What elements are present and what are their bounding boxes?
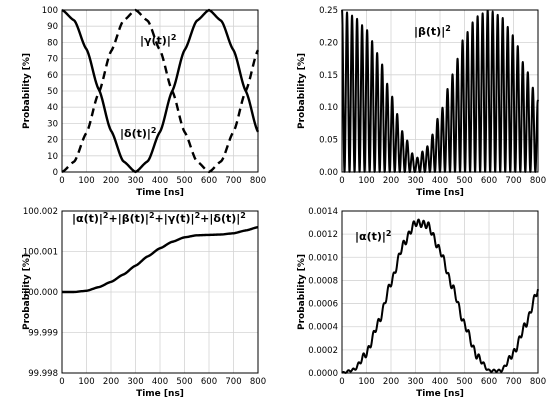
- y-tick-label: 100.001: [23, 248, 58, 258]
- x-tick-label: 400: [152, 377, 168, 387]
- x-tick-label: 200: [103, 176, 119, 186]
- x-tick-label: 700: [505, 176, 521, 186]
- x-tick-label: 800: [530, 377, 546, 387]
- x-tick-label: 0: [339, 377, 344, 387]
- grid-lines: [341, 210, 539, 374]
- y-tick-label: 0.0000: [308, 369, 338, 379]
- x-tick-label: 100: [78, 176, 94, 186]
- y-tick-label: 70: [47, 55, 58, 65]
- y-tick-label: 99.998: [28, 369, 58, 379]
- x-tick-label: 100: [358, 176, 374, 186]
- y-tick-label: 100.000: [23, 288, 58, 298]
- x-tick-label: 500: [456, 377, 472, 387]
- x-tick-label: 0: [59, 377, 64, 387]
- y-tick-label: 0.0014: [308, 207, 338, 217]
- y-tick-label: 80: [47, 38, 58, 48]
- x-axis-label: Time [ns]: [416, 188, 464, 198]
- grid-lines: [61, 210, 259, 374]
- chart-panel-2: 0 100 200 300 400 500 600 700 800 0.00 0.05 0.10 0.1…: [297, 6, 546, 198]
- series-line-2: [61, 8, 260, 174]
- chart-panel-3: 0 100 200 300 400 500 600 700 800 99.998 99.999 100…: [22, 207, 266, 399]
- x-tick-label: 400: [432, 377, 448, 387]
- x-tick-label: 200: [383, 377, 399, 387]
- y-tick-label: 99.999: [28, 329, 58, 339]
- y-tick-label: 0.0010: [308, 253, 338, 263]
- y-tick-label: 0.0012: [308, 230, 338, 240]
- y-tick-label: 0: [53, 168, 58, 178]
- plot-frame: [61, 210, 259, 374]
- x-tick-label: 300: [407, 176, 423, 186]
- x-tick-label: 100: [358, 377, 374, 387]
- plot-frame: [341, 9, 539, 173]
- plot-frame: [341, 210, 539, 374]
- x-tick-label: 700: [505, 377, 521, 387]
- y-axis-label: Probability [%]: [22, 53, 32, 129]
- x-tick-label: 100: [78, 377, 94, 387]
- x-axis-label: Time [ns]: [136, 389, 184, 399]
- x-tick-label: 300: [127, 176, 143, 186]
- y-tick-label: 0.25: [319, 6, 338, 16]
- curve-annotation: |α(t)|2+|β(t)|2+|γ(t)|2+|δ(t)|2: [72, 211, 246, 226]
- y-tick-label: 50: [47, 87, 58, 97]
- y-tick-label: 60: [47, 71, 58, 81]
- y-axis-label: Probability [%]: [297, 53, 307, 129]
- x-tick-label: 700: [225, 377, 241, 387]
- y-tick-label: 90: [47, 22, 58, 32]
- series-line-1: [61, 226, 259, 294]
- y-axis-label: Probability [%]: [22, 254, 32, 330]
- x-tick-label: 400: [152, 176, 168, 186]
- x-tick-label: 500: [456, 176, 472, 186]
- y-tick-label: 0.00: [319, 168, 338, 178]
- x-tick-label: 800: [250, 377, 266, 387]
- x-tick-label: 200: [103, 377, 119, 387]
- x-tick-label: 600: [201, 176, 217, 186]
- y-tick-label: 10: [47, 152, 58, 162]
- curve-annotation: |β(t)|2: [414, 24, 451, 39]
- y-tick-label: 100.002: [23, 207, 58, 217]
- y-tick-label: 0.0002: [308, 346, 338, 356]
- x-tick-label: 0: [339, 176, 344, 186]
- chart-panel-1: 0 100 200 300 400 500 600 700 800 0 10 20 30 40 50 60 70…: [22, 6, 266, 198]
- curve-annotation: |γ(t)|2: [140, 33, 176, 48]
- y-tick-label: 20: [47, 136, 58, 146]
- curve-annotation: |α(t)|2: [355, 229, 391, 244]
- x-axis-label: Time [ns]: [416, 389, 464, 399]
- plot-frame: [61, 9, 259, 173]
- x-tick-label: 500: [176, 176, 192, 186]
- curve-annotation: |δ(t)|2: [120, 126, 156, 141]
- grid-lines: [61, 9, 259, 173]
- x-tick-label: 300: [407, 377, 423, 387]
- series-line-1: [341, 218, 539, 374]
- series-line-1: [61, 8, 260, 174]
- x-tick-label: 0: [59, 176, 64, 186]
- x-tick-label: 800: [530, 176, 546, 186]
- x-tick-label: 300: [127, 377, 143, 387]
- x-tick-label: 700: [225, 176, 241, 186]
- y-tick-label: 0.10: [319, 103, 338, 113]
- y-tick-label: 30: [47, 119, 58, 129]
- y-tick-label: 0.0006: [308, 300, 338, 310]
- y-tick-label: 0.05: [319, 136, 338, 146]
- y-tick-label: 100: [42, 6, 58, 16]
- x-tick-label: 800: [250, 176, 266, 186]
- x-axis-label: Time [ns]: [136, 188, 184, 198]
- x-tick-label: 600: [201, 377, 217, 387]
- y-tick-label: 0.0004: [308, 323, 338, 333]
- x-tick-label: 500: [176, 377, 192, 387]
- x-tick-label: 600: [481, 377, 497, 387]
- x-tick-label: 600: [481, 176, 497, 186]
- y-tick-label: 0.15: [319, 71, 338, 81]
- chart-panel-4: 0 100 200 300 400 500 600 700 800 0.0000 0.0002 0.0…: [297, 207, 546, 399]
- y-tick-label: 0.0008: [308, 276, 338, 286]
- y-axis-label: Probability [%]: [297, 254, 307, 330]
- y-tick-label: 40: [47, 103, 58, 113]
- x-tick-label: 400: [432, 176, 448, 186]
- y-tick-label: 0.20: [319, 38, 338, 48]
- x-tick-label: 200: [383, 176, 399, 186]
